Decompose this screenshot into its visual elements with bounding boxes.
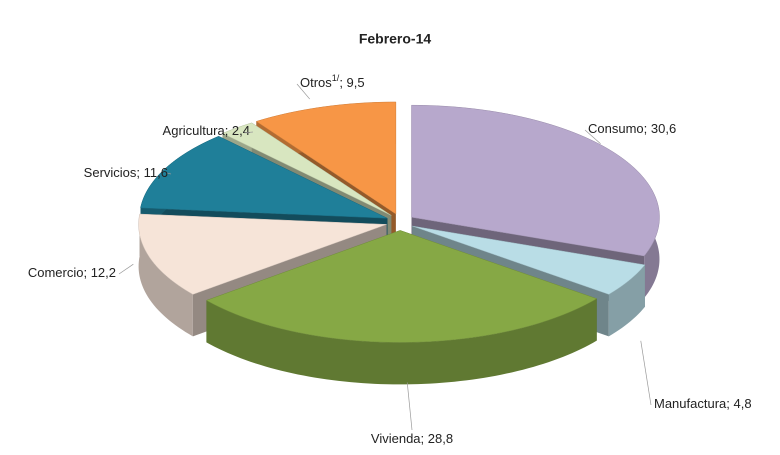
label-separator: ;	[83, 265, 90, 280]
label-separator: ;	[225, 123, 232, 138]
leader-line	[640, 340, 652, 406]
value-label: 30,6	[651, 121, 676, 136]
label-separator: ;	[339, 75, 346, 90]
slice	[412, 225, 646, 295]
value-label: 9,5	[347, 75, 365, 90]
leader-line	[167, 172, 172, 175]
label-separator: ;	[421, 431, 428, 446]
labels: Consumo; 30,6 Manufactura; 4,8 Vivienda; 2…	[28, 73, 752, 446]
slice	[221, 122, 392, 216]
data-label: Servicios; 11,6	[84, 165, 168, 180]
category-label: Otros	[300, 75, 332, 90]
category-label: Consumo	[588, 121, 644, 136]
category-label: Comercio	[28, 265, 84, 280]
slice	[411, 104, 660, 257]
data-label: Consumo; 30,6	[588, 121, 676, 136]
chart-title: Febrero-14	[359, 31, 432, 47]
value-label: 28,8	[428, 431, 453, 446]
value-label: 4,8	[734, 396, 752, 411]
value-label: 2,4	[232, 123, 250, 138]
data-label: Vivienda; 28,8	[371, 431, 453, 446]
data-label: Comercio; 12,2	[28, 265, 116, 280]
data-label: Otros1/; 9,5	[300, 73, 365, 90]
slice	[255, 101, 397, 215]
value-label: 11,6	[144, 165, 168, 180]
slice	[140, 135, 388, 219]
pie	[138, 101, 660, 385]
slice-side	[138, 214, 193, 337]
leader-line	[296, 83, 311, 100]
slice	[138, 213, 387, 295]
label-separator: ;	[644, 121, 651, 136]
slice	[205, 230, 598, 343]
leader-line	[406, 382, 413, 431]
value-label: 12,2	[91, 265, 116, 280]
data-label: Agricultura; 2,4	[163, 123, 250, 138]
category-label: Agricultura	[163, 123, 226, 138]
category-note: 1/	[332, 73, 340, 83]
leader-line	[584, 129, 601, 145]
leader-line	[244, 131, 254, 134]
label-separator: ;	[136, 165, 143, 180]
slice-side	[608, 264, 645, 337]
slice-side	[206, 298, 597, 385]
category-label: Manufactura	[654, 396, 727, 411]
leader-line	[118, 263, 134, 275]
data-label: Manufactura; 4,8	[654, 396, 752, 411]
category-label: Vivienda	[371, 431, 421, 446]
label-separator: ;	[726, 396, 733, 411]
category-label: Servicios	[84, 165, 137, 180]
